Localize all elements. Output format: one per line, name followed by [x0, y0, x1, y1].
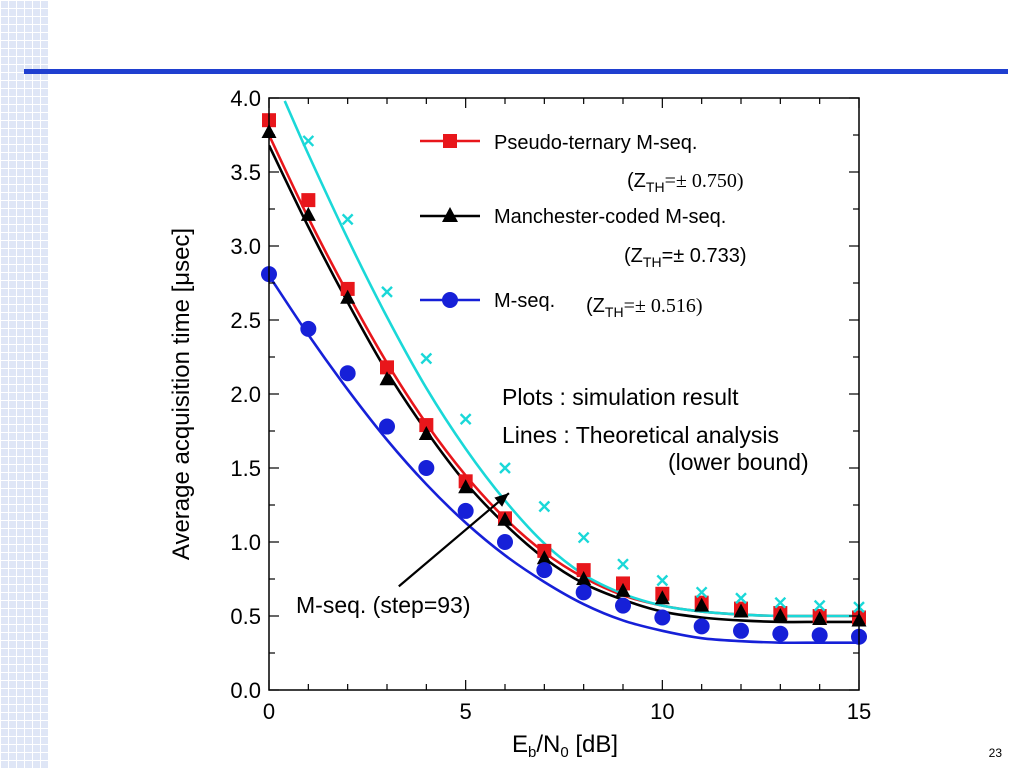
sim-point-2	[300, 320, 317, 337]
x-tick-label: 15	[847, 699, 871, 724]
sim-point-3	[381, 286, 393, 298]
legend-threshold-pseudo-ternary: (ZTH=± 0.750)	[627, 170, 743, 195]
legend-threshold-manchester: (ZTH=± 0.733)	[624, 245, 746, 270]
x-tick-label: 0	[263, 699, 275, 724]
sim-point-0	[340, 281, 355, 296]
sim-point-1	[812, 610, 828, 625]
sim-point-1	[418, 425, 434, 440]
sim-point-3	[341, 213, 354, 226]
y-tick-label: 3.5	[230, 160, 261, 185]
sim-point-2	[457, 502, 474, 519]
sim-point-2	[654, 609, 671, 626]
sim-point-1	[340, 289, 356, 304]
legend-label-pseudo-ternary: Pseudo-ternary M-seq.	[494, 132, 697, 154]
sim-point-3	[538, 500, 551, 513]
x-tick-label: 5	[460, 699, 472, 724]
sim-point-1	[772, 608, 788, 622]
sim-point-1	[576, 571, 592, 585]
theory-line-2	[269, 274, 859, 645]
lower-bound-note: (lower bound)	[668, 449, 809, 475]
sim-point-2	[733, 622, 749, 639]
arrow-shaft	[398, 492, 510, 588]
legend-marker-circle	[442, 292, 458, 308]
legend-threshold-m-seq: (ZTH=± 0.516)	[586, 295, 702, 320]
legend-entry-manchester: Manchester-coded M-seq. (ZTH=± 0.733)	[420, 206, 746, 270]
sim-point-1	[536, 550, 552, 565]
sim-point-1	[694, 597, 710, 612]
legend-entry-m-seq: M-seq. (ZTH=± 0.516)	[420, 290, 702, 320]
sim-point-1	[497, 511, 513, 526]
sim-point-3	[735, 592, 747, 605]
sim-point-0	[380, 360, 394, 375]
legend-label-m-seq: M-seq.	[494, 290, 555, 312]
y-tick-label: 3.0	[230, 234, 261, 259]
step93-label: M-seq. (step=93)	[296, 592, 471, 618]
x-axis-title: Eb/N0 [dB]	[512, 731, 618, 761]
arrow-head	[494, 493, 509, 507]
lines-note: Lines : Theoretical analysis	[502, 422, 779, 448]
sim-point-0	[419, 418, 434, 433]
plot-layer	[261, 100, 867, 645]
theory-line-3	[283, 100, 859, 618]
sim-point-2	[339, 365, 356, 382]
sim-point-2	[575, 584, 592, 601]
sim-point-3	[813, 599, 826, 612]
legend-marker-square	[443, 134, 457, 148]
y-tick-label: 1.0	[230, 530, 261, 555]
sim-point-3	[774, 596, 787, 609]
y-tick-label: 0.0	[230, 678, 261, 703]
sim-point-3	[577, 531, 590, 544]
sim-point-0	[301, 193, 316, 208]
sim-point-2	[418, 460, 435, 476]
sim-point-2	[497, 534, 513, 550]
step93-arrow	[398, 492, 510, 588]
sim-point-2	[536, 562, 553, 579]
legend: Pseudo-ternary M-seq. (ZTH=± 0.750) Manc…	[420, 132, 746, 320]
sim-point-1	[654, 590, 670, 605]
ticks-layer: 0 5 10 15 0.0 0.5 1.0 1.5 2.0 2.5 3.0 3.5 4.0	[230, 86, 871, 724]
sim-point-3	[656, 574, 669, 587]
sim-point-2	[693, 618, 710, 635]
legend-label-manchester: Manchester-coded M-seq.	[494, 206, 726, 228]
sim-point-1	[379, 371, 395, 386]
sim-point-3	[420, 352, 433, 365]
legend-marker-triangle	[442, 207, 458, 222]
y-tick-label: 1.5	[230, 456, 261, 481]
y-tick-label: 4.0	[230, 86, 261, 111]
legend-entry-pseudo-ternary: Pseudo-ternary M-seq. (ZTH=± 0.750)	[420, 132, 743, 195]
sim-point-2	[811, 627, 828, 644]
sim-point-1	[300, 206, 316, 221]
sim-point-1	[615, 582, 631, 597]
sim-point-0	[576, 563, 591, 578]
sim-point-3	[617, 558, 629, 571]
sim-point-2	[772, 625, 789, 642]
slide-number: 23	[988, 746, 1002, 760]
sim-point-2	[379, 418, 395, 435]
sim-point-1	[458, 479, 474, 494]
y-tick-label: 2.5	[230, 308, 261, 333]
y-axis-title: Average acquisition time [μsec]	[168, 228, 195, 560]
plots-note: Plots : simulation result	[502, 384, 739, 410]
sim-point-3	[302, 135, 315, 147]
sim-point-3	[499, 462, 511, 474]
decorative-left-strip	[0, 0, 48, 768]
title-rule	[24, 69, 1008, 74]
x-tick-label: 10	[650, 699, 674, 724]
sim-point-3	[459, 413, 472, 426]
y-tick-label: 2.0	[230, 382, 261, 407]
sim-point-3	[695, 586, 708, 599]
sim-point-2	[615, 597, 631, 614]
y-tick-label: 0.5	[230, 604, 261, 629]
sim-point-1	[733, 603, 749, 618]
